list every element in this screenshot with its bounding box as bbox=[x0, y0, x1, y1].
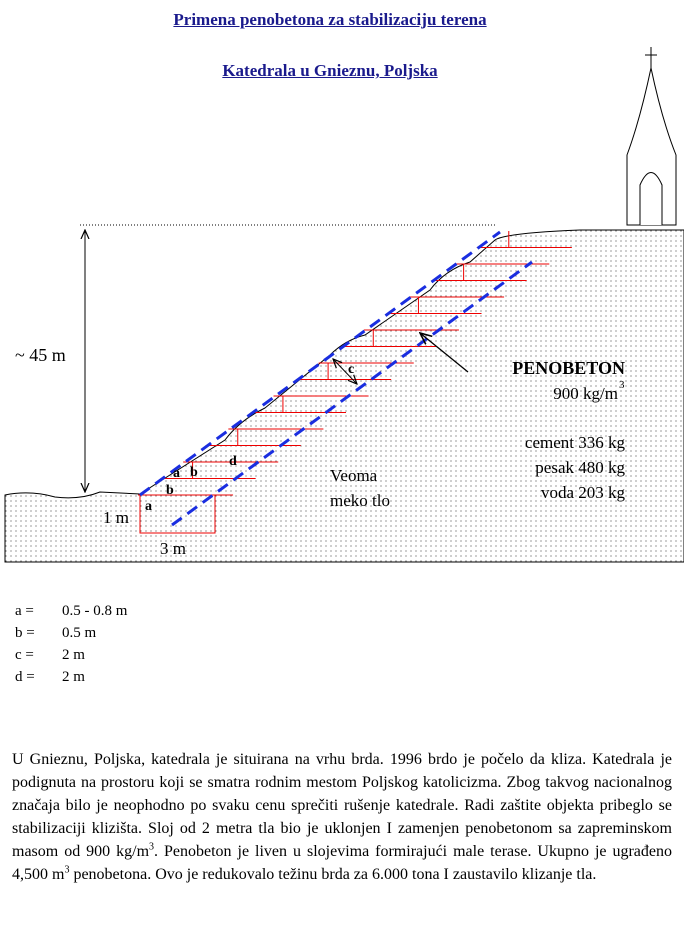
mark-label: a bbox=[173, 466, 180, 481]
text: penobetona. Ovo je redukovalo težinu brd… bbox=[69, 866, 597, 883]
soil-label: Veoma bbox=[330, 466, 378, 485]
diagram: ~ 45 m PENOBETON 900 kg/m 3 cement 336 k… bbox=[4, 47, 684, 563]
legend-value: 2 m bbox=[62, 669, 85, 685]
legend-key: c = bbox=[15, 647, 34, 663]
lower-boundary bbox=[171, 260, 533, 527]
mark-label: b bbox=[166, 483, 174, 498]
height-label: ~ 45 m bbox=[15, 345, 66, 365]
superscript: 3 bbox=[64, 864, 70, 876]
text: . Penobeton je liven u slojevima formira… bbox=[12, 843, 673, 883]
legend-key: a = bbox=[15, 603, 34, 619]
component: pesak 480 kg bbox=[535, 458, 625, 477]
mark-label: d bbox=[229, 454, 237, 469]
mark-label: b bbox=[190, 465, 198, 480]
superscript: 3 bbox=[149, 841, 155, 853]
component: cement 336 kg bbox=[525, 433, 626, 452]
footing bbox=[139, 494, 216, 534]
density: 900 kg/m bbox=[553, 384, 618, 403]
mark-label: a bbox=[145, 499, 152, 514]
component: voda 203 kg bbox=[541, 483, 626, 502]
legend-key: b = bbox=[15, 625, 35, 641]
paragraph: U Gnieznu, Poljska, katedrala je situira… bbox=[12, 748, 672, 886]
legend-value: 0.5 m bbox=[62, 625, 97, 641]
text: U Gnieznu, Poljska, katedrala je situira… bbox=[12, 751, 672, 860]
subtitle: Katedrala u Gnieznu, Poljska bbox=[222, 61, 438, 80]
mark-label: c bbox=[348, 362, 354, 377]
church bbox=[626, 47, 677, 226]
pointer-arrow bbox=[420, 333, 469, 373]
soil-label: meko tlo bbox=[330, 491, 390, 510]
terraces bbox=[138, 231, 572, 496]
legend-value: 2 m bbox=[62, 647, 85, 663]
material-name: PENOBETON bbox=[512, 358, 625, 378]
legend-key: d = bbox=[15, 669, 35, 685]
c-arrow bbox=[333, 359, 357, 384]
upper-boundary bbox=[139, 230, 501, 497]
footing-height: 1 m bbox=[103, 508, 129, 527]
density-exp: 3 bbox=[619, 379, 625, 391]
title: Primena penobetona za stabilizaciju tere… bbox=[173, 10, 487, 29]
footing-width: 3 m bbox=[160, 539, 186, 558]
legend-value: 0.5 - 0.8 m bbox=[62, 603, 128, 619]
